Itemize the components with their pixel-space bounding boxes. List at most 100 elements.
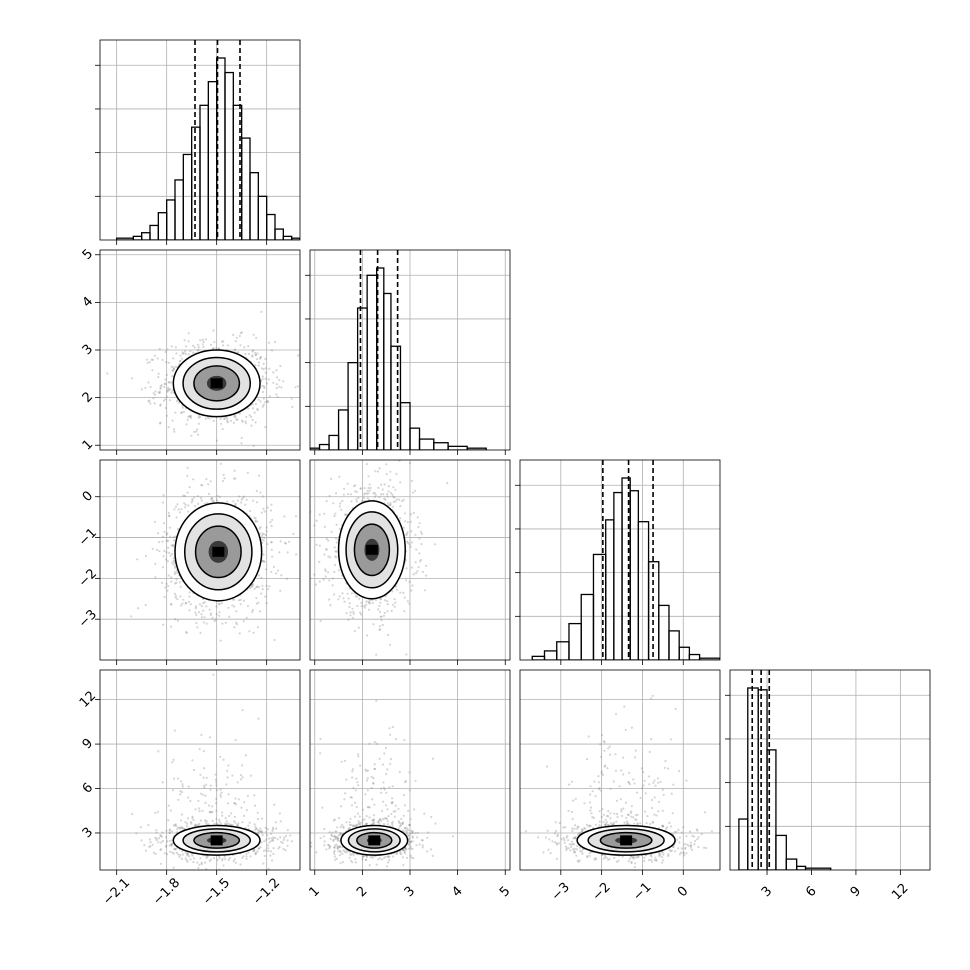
scatter-point — [224, 822, 227, 825]
scatter-point — [361, 500, 364, 503]
scatter-point — [263, 510, 266, 513]
hist-bars — [310, 267, 487, 450]
scatter-point — [272, 565, 275, 569]
scatter-point — [349, 852, 352, 855]
scatter-point — [232, 421, 235, 424]
scatter-point — [192, 478, 195, 481]
scatter-point — [198, 603, 202, 606]
scatter-point — [168, 381, 171, 384]
scatter-point — [245, 498, 248, 501]
scatter-point — [357, 626, 360, 629]
scatter-point — [385, 473, 388, 476]
scatter-point — [177, 401, 181, 404]
scatter-point — [202, 750, 205, 753]
scatter-point — [261, 534, 264, 538]
scatter-point — [350, 592, 353, 595]
scatter-point — [228, 823, 231, 826]
scatter-point — [234, 861, 237, 864]
scatter-point — [184, 503, 187, 506]
scatter-point — [253, 804, 257, 807]
scatter-point — [189, 858, 192, 861]
scatter-point — [203, 767, 206, 770]
scatter-point — [259, 491, 262, 494]
scatter-point — [257, 847, 260, 850]
scatter-point — [267, 847, 270, 850]
scatter-point — [402, 526, 406, 529]
scatter-point — [234, 416, 237, 419]
scatter-point — [333, 855, 336, 858]
scatter-point — [154, 562, 157, 565]
scatter-point — [381, 623, 384, 627]
scatter-point — [240, 331, 244, 334]
hist-bar — [568, 622, 582, 660]
scatter-point — [366, 497, 369, 500]
scatter-point — [327, 555, 330, 558]
scatter-point — [182, 598, 185, 601]
scatter-point — [410, 530, 413, 533]
scatter-point — [180, 857, 183, 861]
scatter-point — [385, 791, 388, 794]
scatter-point — [333, 844, 337, 847]
scatter-point — [266, 844, 269, 847]
scatter-point — [380, 619, 383, 622]
scatter-point — [353, 485, 356, 488]
scatter-point — [324, 568, 327, 571]
scatter-point — [242, 620, 245, 623]
scatter-point — [179, 790, 182, 793]
scatter-point — [318, 560, 321, 564]
scatter-point — [215, 817, 218, 821]
panel-frame — [729, 669, 931, 871]
scatter-point — [238, 599, 241, 602]
scatter-point — [384, 498, 387, 501]
scatter-point — [171, 375, 174, 378]
hist-bar — [796, 865, 807, 870]
scatter-point — [181, 352, 184, 355]
scatter-point — [264, 830, 268, 834]
scatter-point — [261, 560, 265, 563]
scatter-point — [221, 622, 224, 625]
scatter-point — [223, 855, 226, 858]
scatter-point — [389, 501, 392, 505]
scatter-point — [172, 544, 175, 547]
scatter-point — [165, 582, 168, 585]
scatter-point — [211, 497, 214, 500]
scatter-point — [159, 386, 162, 389]
scatter-point — [162, 623, 165, 626]
scatter-point — [374, 470, 377, 473]
scatter-point — [236, 418, 239, 421]
scatter-point — [322, 578, 325, 581]
scatter-point — [211, 805, 214, 808]
scatter-point — [218, 611, 221, 614]
scatter-point — [166, 532, 169, 535]
scatter-point — [171, 789, 174, 792]
scatter-point — [212, 347, 215, 350]
scatter-point — [259, 846, 262, 849]
hist-bar — [556, 641, 570, 660]
scatter-point — [239, 778, 243, 781]
scatter-point — [264, 595, 267, 598]
scatter-point — [239, 332, 242, 335]
scatter-point — [260, 511, 263, 514]
scatter-point — [233, 626, 236, 629]
scatter-point — [389, 470, 392, 473]
scatter-point — [165, 539, 168, 543]
scatter-point — [328, 579, 331, 582]
scatter-point — [389, 478, 392, 482]
scatter-point — [219, 788, 222, 791]
scatter-point — [236, 781, 239, 784]
scatter-point — [169, 554, 172, 557]
scatter-point — [274, 821, 277, 824]
scatter-point — [248, 630, 251, 633]
scatter-point — [200, 862, 203, 866]
scatter-point — [165, 533, 168, 536]
scatter-point — [338, 845, 341, 848]
scatter-point — [412, 511, 415, 515]
scatter-point — [226, 769, 229, 772]
scatter-point — [395, 852, 398, 856]
scatter-point — [266, 400, 269, 403]
scatter-point — [154, 390, 157, 393]
scatter-point — [380, 615, 383, 618]
scatter-point — [334, 512, 337, 515]
scatter-point — [243, 346, 246, 349]
